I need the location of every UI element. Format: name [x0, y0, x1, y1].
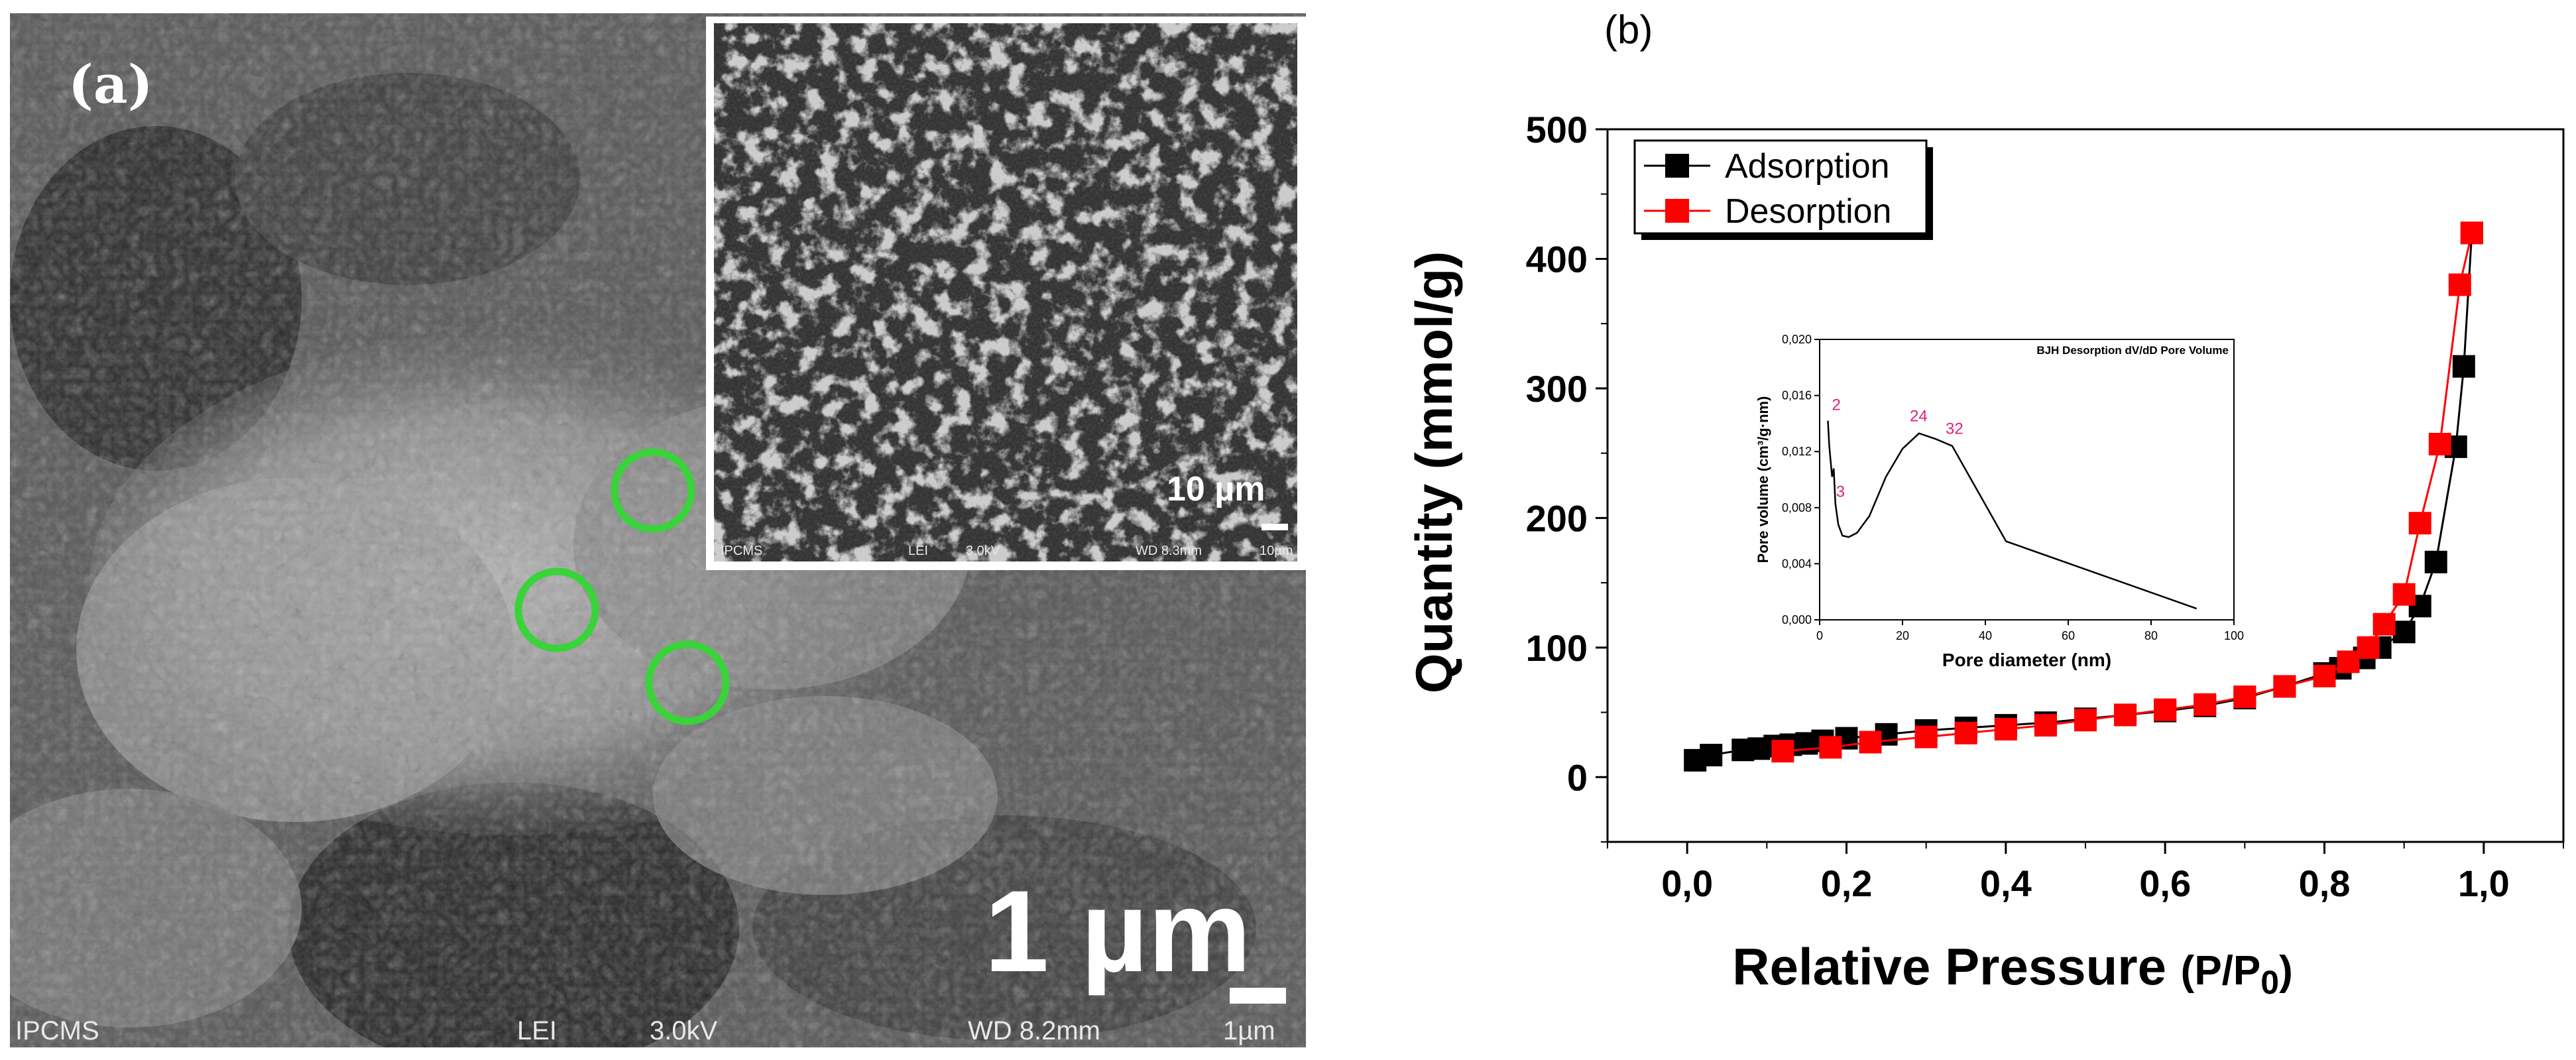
- inset-title: BJH Desorption dV/dD Pore Volume: [2036, 344, 2229, 357]
- y-tick-label: 100: [1526, 627, 1588, 669]
- x-tick-label: 0,6: [2139, 862, 2191, 904]
- pore-size-annotation: 32: [1946, 420, 1963, 438]
- inset-y-tick-label: 0,008: [1782, 501, 1812, 514]
- adsorption-point: [2392, 620, 2416, 644]
- y-tick-label: 500: [1526, 109, 1588, 150]
- isotherm-chart-panel: (b) 0,0 0,2 0,4 0,6 0,8 1,0 0 100 200 300 400 500 Re…: [1319, 0, 2576, 1057]
- inset-x-tick-label: 0: [1816, 629, 1823, 642]
- legend-adsorption-marker: [1665, 154, 1689, 178]
- desorption-point: [2428, 432, 2451, 455]
- inset-x-tick-label: 60: [2062, 629, 2075, 642]
- x-tick-label: 0,4: [1980, 862, 2032, 904]
- desorption-point: [2194, 693, 2217, 716]
- legend-desorption-label: Desorption: [1725, 192, 1891, 231]
- desorption-point: [2313, 664, 2336, 687]
- desorption-point: [1859, 731, 1882, 754]
- main-scale-text: 1 µm: [984, 867, 1251, 996]
- pore-size-annotation: 2: [1832, 396, 1841, 414]
- inset-y-tick-label: 0,004: [1782, 557, 1812, 570]
- legend: Adsorption Desorption: [1633, 139, 1933, 240]
- sem-info-scale: 1µm: [1223, 1016, 1275, 1045]
- x-tick-label: 1,0: [2458, 862, 2510, 904]
- legend-adsorption-label: Adsorption: [1725, 147, 1890, 186]
- x-tick-label: 0,2: [1821, 862, 1873, 904]
- sem-info-voltage: 3.0kV: [650, 1016, 718, 1045]
- inset-x-tick-label: 80: [2144, 629, 2158, 642]
- y-tick-label: 400: [1526, 238, 1588, 280]
- isotherm-chart: (b) 0,0 0,2 0,4 0,6 0,8 1,00100200300400500Re…: [1405, 7, 2565, 1001]
- bjh-inset-chart: BJH Desorption dV/dD Pore Volume 0 20 40 60 8…: [1755, 333, 2244, 670]
- desorption-line: [1783, 233, 2473, 752]
- legend-desorption-marker: [1665, 199, 1689, 223]
- desorption-point: [1819, 736, 1842, 759]
- desorption-point: [2233, 685, 2256, 709]
- inset-y-tick-label: 0,000: [1782, 613, 1812, 626]
- inset-y-axis-label: Pore volume (cm³/g·nm): [1755, 396, 1771, 563]
- desorption-point: [1954, 721, 1977, 744]
- sem-image-panel: (a) 1 µm IPCMS LEI 3.0kV WD 8.2mm 1µm 10…: [10, 13, 1306, 1047]
- y-axis-label: Quantity (mmol/g): [1405, 251, 1463, 693]
- inset-x-tick-label: 40: [1979, 629, 1992, 642]
- pore-size-annotation: 24: [1910, 408, 1928, 426]
- adsorption-point: [2452, 355, 2475, 378]
- desorption-point: [2460, 221, 2483, 245]
- inset-y-tick-label: 0,016: [1782, 389, 1812, 402]
- adsorption-point: [1700, 744, 1723, 767]
- desorption-point: [2392, 583, 2416, 606]
- bjh-curve: [1827, 420, 2197, 610]
- inset-info-wd: WD 8.3mm: [1136, 544, 1202, 558]
- pore-size-annotation: 3: [1836, 483, 1845, 501]
- inset-y-tick-label: 0,012: [1782, 445, 1812, 458]
- sem-info-mode: LEI: [517, 1016, 557, 1045]
- desorption-point: [2034, 714, 2057, 737]
- inset-scale-bar: [1261, 524, 1288, 530]
- desorption-point: [2448, 273, 2471, 296]
- sem-inset-image: 10 µm IPCMS LEI 3.0kV WD 8.3mm 10µm: [706, 17, 1306, 570]
- inset-info-voltage: 3.0kV: [966, 544, 1000, 558]
- desorption-point: [2337, 650, 2360, 674]
- x-tick-label: 0,0: [1661, 862, 1713, 904]
- inset-info-lab: IPCMS: [721, 544, 762, 558]
- inset-info-mode: LEI: [908, 544, 928, 558]
- desorption-point: [2357, 636, 2380, 659]
- desorption-point: [2114, 703, 2137, 727]
- desorption-point: [1914, 725, 1938, 748]
- desorption-point: [1771, 740, 1794, 763]
- inset-x-tick-label: 100: [2224, 629, 2244, 642]
- desorption-point: [1994, 717, 2017, 740]
- desorption-point: [2273, 675, 2296, 698]
- main-scale-bar: [1230, 988, 1286, 1004]
- inset-y-tick-label: 0,020: [1782, 333, 1812, 346]
- desorption-point: [2408, 512, 2431, 535]
- x-tick-label: 0,8: [2299, 862, 2351, 904]
- pore-marker-2: [514, 567, 599, 652]
- inset-x-axis-label: Pore diameter (nm): [1942, 650, 2111, 670]
- panel-b-label: (b): [1604, 7, 1653, 52]
- sem-info-lab: IPCMS: [15, 1016, 99, 1045]
- inset-x-tick-label: 20: [1896, 629, 1909, 642]
- desorption-point: [2372, 613, 2396, 636]
- inset-frame: [1819, 339, 2235, 620]
- pore-marker-3: [645, 640, 730, 725]
- desorption-point: [2074, 709, 2097, 732]
- adsorption-point: [2424, 550, 2447, 573]
- y-tick-label: 200: [1526, 497, 1588, 539]
- inset-info-scale: 10µm: [1259, 544, 1293, 558]
- y-tick-label: 0: [1567, 756, 1588, 798]
- sem-info-wd: WD 8.2mm: [968, 1016, 1100, 1045]
- y-tick-label: 300: [1526, 368, 1588, 410]
- inset-scale-text: 10 µm: [1167, 470, 1265, 508]
- panel-a-label: (a): [68, 53, 153, 115]
- desorption-point: [2154, 698, 2177, 721]
- x-axis-label: Relative Pressure (P/P0): [1732, 937, 2292, 1001]
- pore-marker-1: [611, 448, 695, 533]
